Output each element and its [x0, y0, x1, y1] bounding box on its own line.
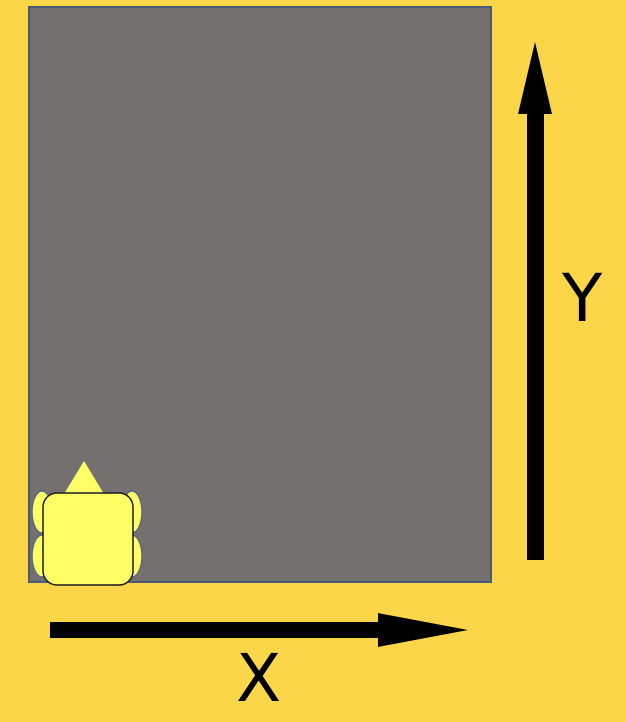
robot-body	[43, 493, 133, 585]
x-axis-arrow-head	[378, 613, 468, 647]
y-axis-arrow-head	[518, 42, 552, 114]
x-axis-label: X	[236, 646, 281, 712]
y-axis-arrow	[518, 42, 552, 560]
y-axis-arrow-shaft	[527, 108, 544, 560]
y-axis-label: Y	[562, 266, 602, 332]
x-axis-arrow-shaft	[50, 622, 382, 638]
